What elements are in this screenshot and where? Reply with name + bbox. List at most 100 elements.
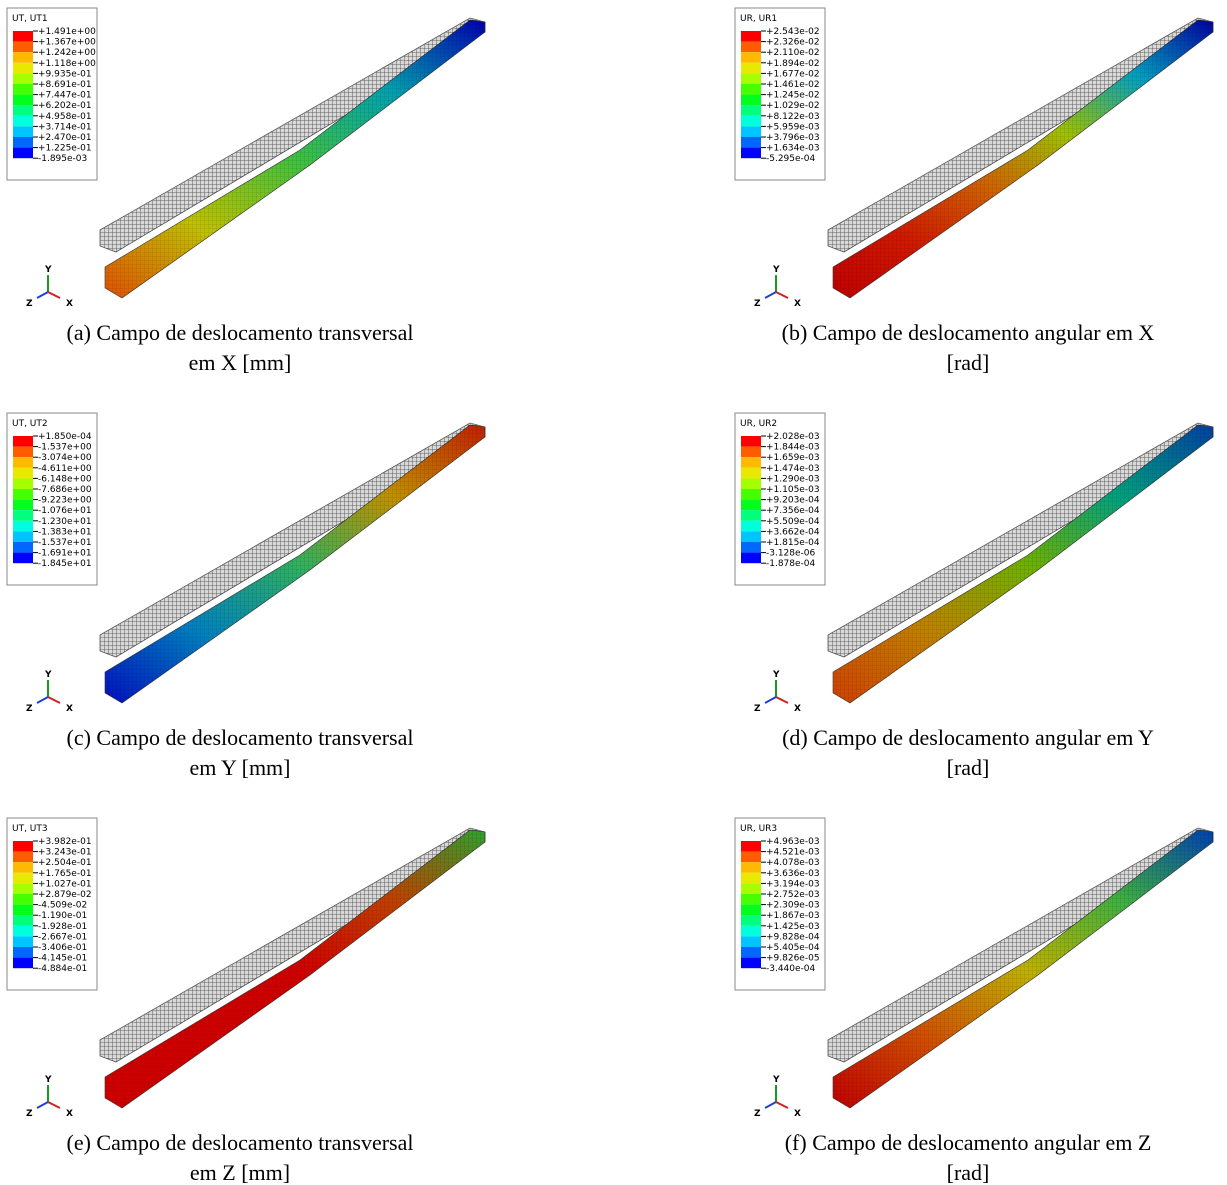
legend-swatch — [741, 447, 761, 458]
axis-z — [37, 1102, 48, 1108]
legend-swatch — [741, 148, 761, 159]
panel: UR, UR1+2.543e-02+2.326e-02+2.110e-02+1.… — [735, 8, 1213, 375]
panel: UT, UT3+3.982e-01+3.243e-01+2.504e-01+1.… — [7, 818, 485, 1185]
legend-label: +9.826e-05 — [766, 954, 820, 964]
legend-label: -4.145e-01 — [38, 954, 87, 964]
legend-label: +2.470e-01 — [38, 133, 92, 143]
legend-label: +5.405e-04 — [766, 943, 820, 953]
legend-label: +1.245e-02 — [766, 91, 820, 101]
legend-title: UT, UT2 — [12, 419, 48, 429]
legend-swatch — [741, 457, 761, 468]
legend-swatch — [13, 553, 33, 564]
legend-label: +1.474e-03 — [766, 464, 820, 474]
legend-swatch — [741, 883, 761, 894]
legend-label: -4.509e-02 — [38, 901, 87, 911]
legend-swatch — [13, 905, 33, 916]
legend-swatch — [741, 73, 761, 84]
legend-swatch — [741, 84, 761, 95]
axis-y-label: Y — [44, 265, 52, 275]
caption: em Z [mm] — [190, 1160, 290, 1185]
axis-x-label: X — [794, 704, 801, 714]
legend-swatch — [741, 478, 761, 489]
legend-title: UR, UR2 — [740, 419, 777, 429]
legend-swatch — [741, 905, 761, 916]
legend-label: +1.118e+00 — [38, 59, 96, 69]
axis-z-label: Z — [26, 299, 33, 309]
legend-label: -2.667e-01 — [38, 932, 87, 942]
legend-label: +1.659e-03 — [766, 453, 820, 463]
legend-label: +1.290e-03 — [766, 474, 820, 484]
legend-label: -3.128e-06 — [766, 549, 816, 559]
axis-x — [776, 1102, 788, 1108]
legend-swatch — [13, 126, 33, 137]
legend-label: +2.028e-03 — [766, 432, 820, 442]
caption: (e) Campo de deslocamento transversal — [67, 1130, 414, 1155]
legend-label: +2.543e-02 — [766, 27, 820, 37]
legend-label: +1.894e-02 — [766, 59, 820, 69]
legend-label: +1.105e-03 — [766, 485, 820, 495]
legend-label: +4.521e-03 — [766, 848, 820, 858]
panel: UR, UR3+4.963e-03+4.521e-03+4.078e-03+3.… — [735, 818, 1213, 1185]
legend-swatch — [741, 137, 761, 148]
caption: (a) Campo de deslocamento transversal — [67, 320, 414, 345]
legend-title: UT, UT1 — [12, 14, 48, 24]
panel: UR, UR2+2.028e-03+1.844e-03+1.659e-03+1.… — [735, 413, 1213, 780]
axis-x-label: X — [66, 704, 73, 714]
legend-label: -4.884e-01 — [38, 964, 87, 974]
legend-label: -1.190e-01 — [38, 911, 87, 921]
axis-y-label: Y — [772, 1075, 780, 1085]
legend-swatch — [13, 862, 33, 873]
legend-label: +4.958e-01 — [38, 112, 92, 122]
legend-swatch — [13, 95, 33, 106]
deformed-mesh — [833, 425, 1213, 703]
axis-y-label: Y — [44, 670, 52, 680]
deformed-mesh — [833, 20, 1213, 298]
legend-swatch — [13, 958, 33, 969]
legend-label: +3.982e-01 — [38, 837, 92, 847]
caption: (f) Campo de deslocamento angular em Z — [785, 1130, 1152, 1155]
axis-x-label: X — [66, 1109, 73, 1119]
legend-swatch — [13, 63, 33, 74]
legend-label: -7.686e+00 — [38, 485, 92, 495]
legend-label: +2.879e-02 — [38, 890, 92, 900]
axis-x-label: X — [66, 299, 73, 309]
legend-swatch — [13, 489, 33, 500]
legend-swatch — [741, 852, 761, 863]
legend-swatch — [741, 936, 761, 947]
legend-label: +1.634e-03 — [766, 144, 820, 154]
axis-y-label: Y — [772, 670, 780, 680]
legend-swatch — [13, 873, 33, 884]
legend-label: -1.928e-01 — [38, 922, 87, 932]
legend-label: -9.223e+00 — [38, 496, 92, 506]
legend-label: +8.122e-03 — [766, 112, 820, 122]
legend-label: +1.677e-02 — [766, 69, 820, 79]
axis-x-label: X — [794, 1109, 801, 1119]
legend-label: +1.867e-03 — [766, 911, 820, 921]
legend-label: +7.356e-04 — [766, 506, 820, 516]
legend-label: +1.027e-01 — [38, 879, 92, 889]
panel: UT, UT2+1.850e-04-1.537e+00-3.074e+00-4.… — [7, 413, 485, 780]
legend-label: -1.383e+01 — [38, 527, 92, 537]
legend-label: +2.504e-01 — [38, 858, 92, 868]
legend-swatch — [741, 958, 761, 969]
legend-label: -1.878e-04 — [766, 559, 816, 569]
axis-x — [48, 1102, 60, 1108]
caption: (c) Campo de deslocamento transversal — [67, 725, 414, 750]
legend-swatch — [741, 915, 761, 926]
legend-label: +2.752e-03 — [766, 890, 820, 900]
legend-swatch — [13, 500, 33, 511]
axis-z — [37, 697, 48, 703]
legend-label: +3.714e-01 — [38, 122, 92, 132]
legend-label: -1.691e+01 — [38, 549, 92, 559]
axis-z-label: Z — [754, 1109, 761, 1119]
legend-swatch — [741, 52, 761, 63]
legend-label: +1.815e-04 — [766, 538, 820, 548]
legend-title: UR, UR1 — [740, 14, 777, 24]
caption: (d) Campo de deslocamento angular em Y — [782, 725, 1154, 750]
legend-swatch — [13, 542, 33, 553]
legend-label: -1.895e-03 — [38, 154, 87, 164]
axis-x — [776, 697, 788, 703]
legend-swatch — [741, 894, 761, 905]
legend-swatch — [13, 84, 33, 95]
legend-label: -6.148e+00 — [38, 474, 92, 484]
